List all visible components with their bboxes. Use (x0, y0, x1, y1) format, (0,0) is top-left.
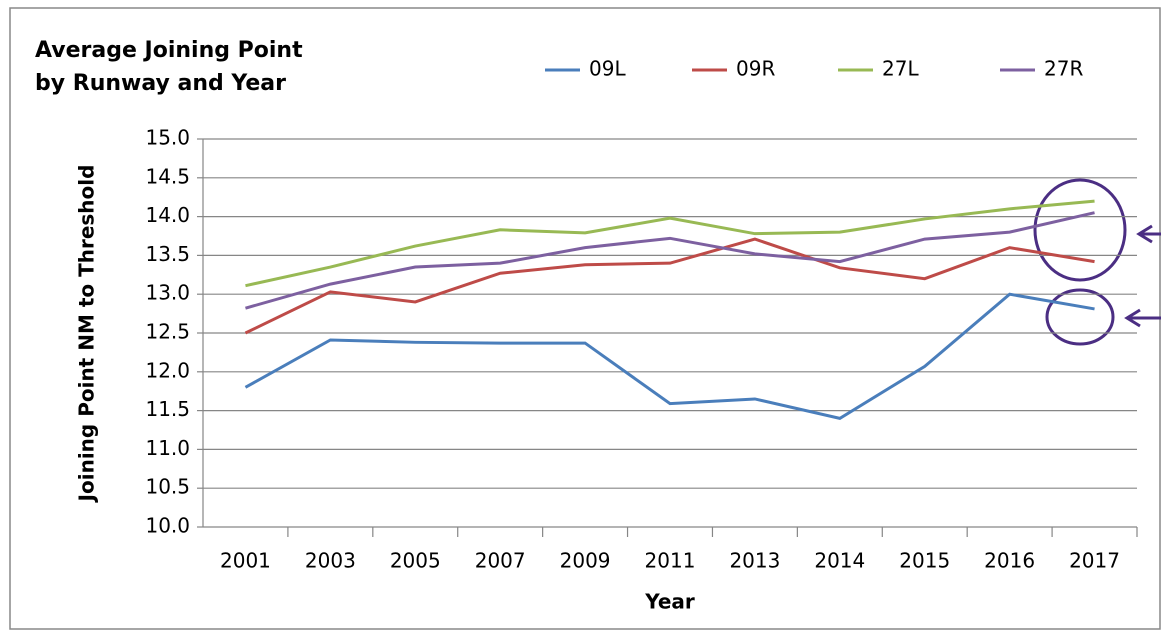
chart-title: by Runway and Year (35, 71, 286, 96)
legend-label: 27L (882, 57, 919, 81)
x-tick-label: 2009 (560, 549, 611, 573)
legend-label: 27R (1044, 57, 1083, 81)
arrow-head (1124, 308, 1141, 328)
x-tick-label: 2015 (899, 549, 950, 573)
x-tick-label: 2016 (984, 549, 1035, 573)
x-tick-label: 2017 (1069, 549, 1120, 573)
y-tick-label: 14.0 (145, 203, 190, 227)
y-tick-label: 12.0 (145, 358, 190, 382)
y-tick-label: 13.0 (145, 281, 190, 305)
x-tick-label: 2003 (305, 549, 356, 573)
x-tick-label: 2001 (220, 549, 271, 573)
x-tick-label: 2005 (390, 549, 441, 573)
y-axis-label: Joining Point NM to Threshold (75, 165, 99, 504)
arrow-head (1136, 224, 1153, 244)
series-line (244, 292, 1095, 420)
x-tick-label: 2007 (475, 549, 526, 573)
annotation (1033, 178, 1161, 346)
chart-title: Average Joining Point (35, 38, 303, 63)
highlight-circle (1033, 178, 1127, 282)
legend-label: 09L (589, 57, 626, 81)
legend-label: 09R (736, 57, 775, 81)
y-tick-label: 14.5 (145, 164, 190, 188)
y-tick-label: 13.5 (145, 242, 190, 266)
series-line (245, 211, 1095, 310)
y-tick-label: 15.0 (145, 126, 190, 150)
x-tick-label: 2013 (729, 549, 780, 573)
series-line (244, 237, 1095, 335)
series-line (245, 199, 1095, 288)
y-tick-label: 10.0 (145, 514, 190, 538)
y-tick-label: 12.5 (145, 320, 190, 344)
y-tick-label: 10.5 (145, 475, 190, 499)
y-tick-label: 11.5 (145, 397, 190, 421)
highlight-circle (1045, 288, 1115, 346)
x-tick-label: 2011 (645, 549, 696, 573)
y-tick-label: 11.0 (145, 436, 190, 460)
x-tick-label: 2014 (814, 549, 865, 573)
x-axis-label: Year (644, 590, 695, 614)
